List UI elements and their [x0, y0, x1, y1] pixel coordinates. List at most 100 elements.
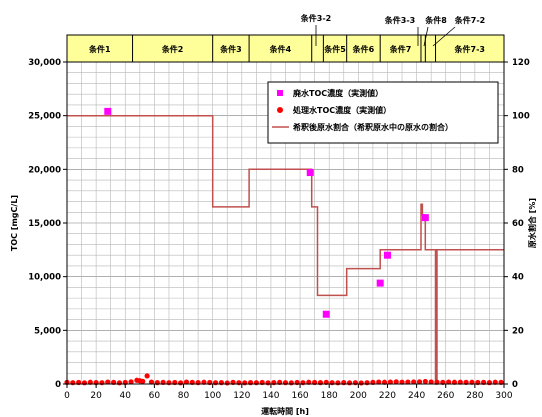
y-right-tick-label: 20: [512, 326, 524, 336]
treated-toc-point: [144, 373, 150, 379]
treated-toc-point: [242, 380, 248, 386]
x-tick-label: 40: [120, 391, 132, 401]
treated-toc-point: [364, 380, 370, 386]
treated-toc-point: [416, 379, 423, 385]
treated-toc-point: [148, 379, 155, 385]
condition-label: 条件5: [323, 44, 346, 54]
y-left-tick-label: 10,000: [28, 273, 61, 283]
y-right-axis-label: 原水割合 [%]: [527, 198, 537, 248]
treated-toc-point: [405, 379, 411, 385]
treated-toc-point: [335, 380, 341, 386]
legend-label-ratio: 希釈後原水割合（希釈原水中の原水の割合）: [293, 122, 453, 132]
y-left-axis-ticks: 0 5,000 10,000 15,000 20,000 25,000 30,000: [28, 58, 67, 390]
treated-toc-point: [236, 380, 242, 386]
treated-toc-point: [446, 379, 452, 385]
x-axis-ticks: 0 20 40 60 80 100 120 140 160 180 200 220 240 260 280 3…: [64, 384, 513, 401]
x-axis-label: 運転時間 [h]: [261, 406, 309, 416]
x-tick-label: 100: [204, 391, 221, 401]
condition-band-background: [66, 34, 505, 63]
y-left-axis-label: TOC [mgC/L]: [10, 195, 19, 251]
treated-toc-point: [422, 378, 428, 385]
treated-toc-point: [346, 380, 353, 386]
condition-callout-label: 条件7-2: [454, 15, 485, 25]
y-left-tick-label: 5,000: [34, 326, 61, 336]
condition-label: 条件1: [88, 44, 111, 54]
raw-toc-point: [306, 169, 314, 177]
treated-toc-point: [166, 380, 172, 386]
x-tick-label: 120: [233, 391, 250, 401]
legend-label-raw: 廃水TOC濃度（実測値）: [293, 88, 383, 98]
raw-toc-point: [376, 279, 384, 287]
raw-toc-point: [104, 107, 112, 115]
treated-toc-point: [140, 378, 146, 384]
condition-label: 条件3: [219, 44, 242, 54]
series-raw-toc: [104, 107, 429, 318]
condition-band: 条件1 条件2 条件3 条件4 条件5 条件6 条件7 条件7-3: [66, 34, 505, 63]
raw-toc-point: [383, 251, 391, 259]
y-right-tick-label: 60: [512, 219, 524, 229]
legend-marker-raw: [277, 90, 283, 96]
y-right-tick-label: 40: [512, 273, 524, 283]
treated-toc-point: [70, 380, 76, 386]
treated-toc-point: [457, 379, 463, 385]
x-tick-label: 60: [149, 391, 161, 401]
treated-toc-point: [253, 380, 259, 386]
x-tick-label: 240: [408, 391, 425, 401]
treated-toc-point: [183, 379, 190, 385]
y-left-tick-label: 25,000: [28, 112, 61, 122]
y-left-tick-label: 0: [55, 380, 61, 390]
y-right-axis-ticks: 0 20 40 60 80 100 120: [504, 58, 530, 390]
treated-toc-point: [282, 380, 289, 386]
x-tick-label: 160: [291, 391, 308, 401]
legend-label-treated: 処理水TOC濃度（実測値）: [292, 105, 391, 115]
condition-label: 条件4: [269, 44, 292, 54]
legend-marker-treated: [277, 107, 283, 113]
ratio-line-path: [67, 114, 504, 385]
y-right-tick-label: 0: [512, 380, 518, 390]
y-right-tick-label: 120: [512, 58, 530, 68]
condition-label: 条件6: [352, 44, 375, 54]
y-left-tick-label: 15,000: [28, 219, 61, 229]
treated-toc-point: [300, 380, 306, 386]
x-tick-label: 140: [262, 391, 279, 401]
treated-toc-point: [99, 380, 105, 386]
condition-callout-label: 条件3-3: [384, 15, 415, 25]
y-left-tick-label: 20,000: [28, 165, 61, 175]
condition-callout-arrow: [423, 26, 429, 47]
treated-toc-point: [212, 380, 219, 386]
treated-toc-point: [329, 380, 335, 386]
y-right-tick-label: 100: [512, 112, 530, 122]
condition-callout-arrow: [432, 26, 456, 47]
treated-toc-point: [411, 379, 417, 385]
x-tick-label: 260: [437, 391, 454, 401]
condition-callout-label: 条件8: [424, 15, 447, 25]
x-tick-label: 200: [350, 391, 367, 401]
treated-toc-point: [128, 379, 134, 385]
treated-toc-point: [352, 380, 359, 386]
condition-label: 条件2: [161, 44, 184, 54]
treated-toc-point: [81, 380, 88, 386]
treated-toc-point: [387, 379, 393, 385]
treated-toc-point: [428, 379, 434, 385]
treated-toc-point: [224, 380, 230, 386]
treated-toc-point: [376, 379, 382, 385]
condition-callout-label: 条件3-2: [300, 13, 331, 23]
legend-box: [267, 81, 499, 144]
x-tick-label: 20: [90, 391, 102, 401]
treated-toc-point: [116, 380, 123, 386]
treated-toc-point: [393, 379, 399, 385]
legend: 廃水TOC濃度（実測値） 処理水TOC濃度（実測値） 希釈後原水割合（希釈原水中…: [267, 81, 499, 144]
x-tick-label: 220: [379, 391, 396, 401]
y-right-tick-label: 80: [512, 165, 524, 175]
raw-toc-point: [421, 214, 429, 222]
condition-label: 条件7: [389, 44, 412, 54]
y-left-tick-label: 30,000: [28, 58, 61, 68]
treated-toc-point: [178, 380, 184, 386]
series-ratio-line: [67, 114, 504, 385]
x-tick-label: 180: [321, 391, 338, 401]
treated-toc-point: [358, 380, 364, 386]
treated-toc-point: [105, 379, 111, 385]
x-tick-label: 80: [178, 391, 190, 401]
x-tick-label: 280: [466, 391, 483, 401]
